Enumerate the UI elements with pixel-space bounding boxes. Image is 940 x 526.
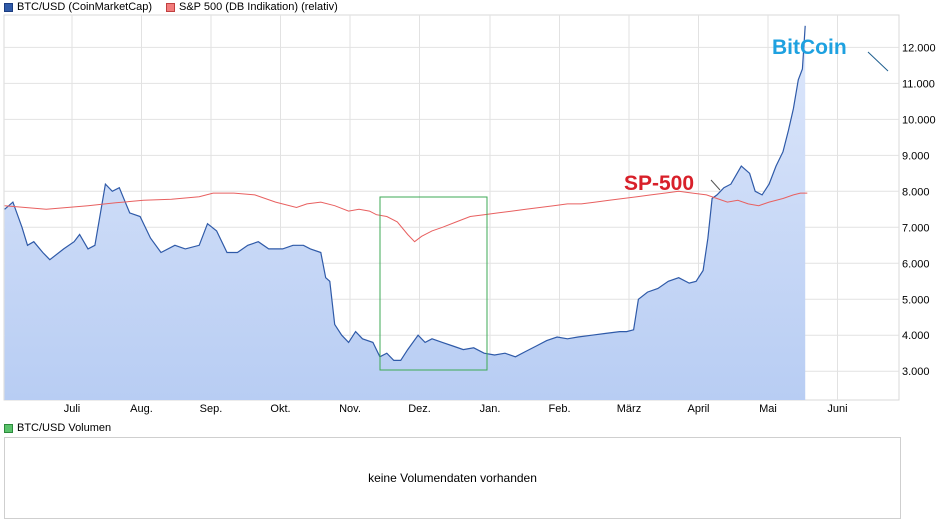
btc-area-fill xyxy=(4,25,806,401)
x-axis: Juli Aug. Sep. Okt. Nov. Dez. Jan. Feb. März Apri… xyxy=(64,403,848,415)
x-tick-label: Jan. xyxy=(480,403,501,415)
legend-sp: S&P 500 (DB Indikation) (relativ) xyxy=(166,1,338,13)
y-tick-label: 7.000 xyxy=(902,222,930,234)
volume-panel: keine Volumendaten vorhanden xyxy=(4,437,901,519)
price-chart: 3.000 4.000 5.000 6.000 7.000 8.000 9.000 10.00… xyxy=(3,14,936,415)
x-tick-label: Juli xyxy=(64,403,81,415)
x-tick-label: Sep. xyxy=(200,403,223,415)
legend-volume-label: BTC/USD Volumen xyxy=(17,422,112,434)
y-tick-label: 8.000 xyxy=(902,186,930,198)
sp500-annotation-pointer xyxy=(710,179,721,191)
sp500-annotation: SP-500 xyxy=(624,172,694,195)
y-tick-label: 3.000 xyxy=(902,366,930,378)
volume-empty-message: keine Volumendaten vorhanden xyxy=(368,471,537,485)
y-tick-label: 4.000 xyxy=(902,330,930,342)
highlight-box xyxy=(379,196,488,371)
x-tick-label: Okt. xyxy=(270,403,290,415)
x-tick-label: März xyxy=(617,403,641,415)
sp500-line xyxy=(4,190,808,243)
y-tick-label: 6.000 xyxy=(902,258,930,270)
legend-sp-swatch xyxy=(166,2,175,12)
legend-sp-label: S&P 500 (DB Indikation) (relativ) xyxy=(179,1,338,13)
y-tick-label: 12.000 xyxy=(902,42,936,54)
x-tick-label: Dez. xyxy=(408,403,431,415)
legend-btc-label: BTC/USD (CoinMarketCap) xyxy=(17,1,153,13)
legend-volume: BTC/USD Volumen xyxy=(4,422,111,434)
legend-btc-swatch xyxy=(4,2,13,12)
legend-btc: BTC/USD (CoinMarketCap) xyxy=(4,1,152,13)
y-tick-label: 9.000 xyxy=(902,150,930,162)
y-tick-label: 10.000 xyxy=(902,114,936,126)
bitcoin-annotation-pointer xyxy=(867,51,889,72)
y-axis: 3.000 4.000 5.000 6.000 7.000 8.000 9.000 10.00… xyxy=(902,42,936,378)
x-tick-label: Mai xyxy=(759,403,777,415)
y-tick-label: 5.000 xyxy=(902,294,930,306)
legend-volume-swatch xyxy=(4,423,13,433)
x-tick-label: Juni xyxy=(827,403,847,415)
x-tick-label: Nov. xyxy=(339,403,361,415)
x-tick-label: April xyxy=(687,403,709,415)
x-tick-label: Aug. xyxy=(130,403,153,415)
y-tick-label: 11.000 xyxy=(902,78,935,90)
bitcoin-annotation: BitCoin xyxy=(772,36,847,59)
btc-line xyxy=(4,25,806,361)
x-tick-label: Feb. xyxy=(548,403,570,415)
